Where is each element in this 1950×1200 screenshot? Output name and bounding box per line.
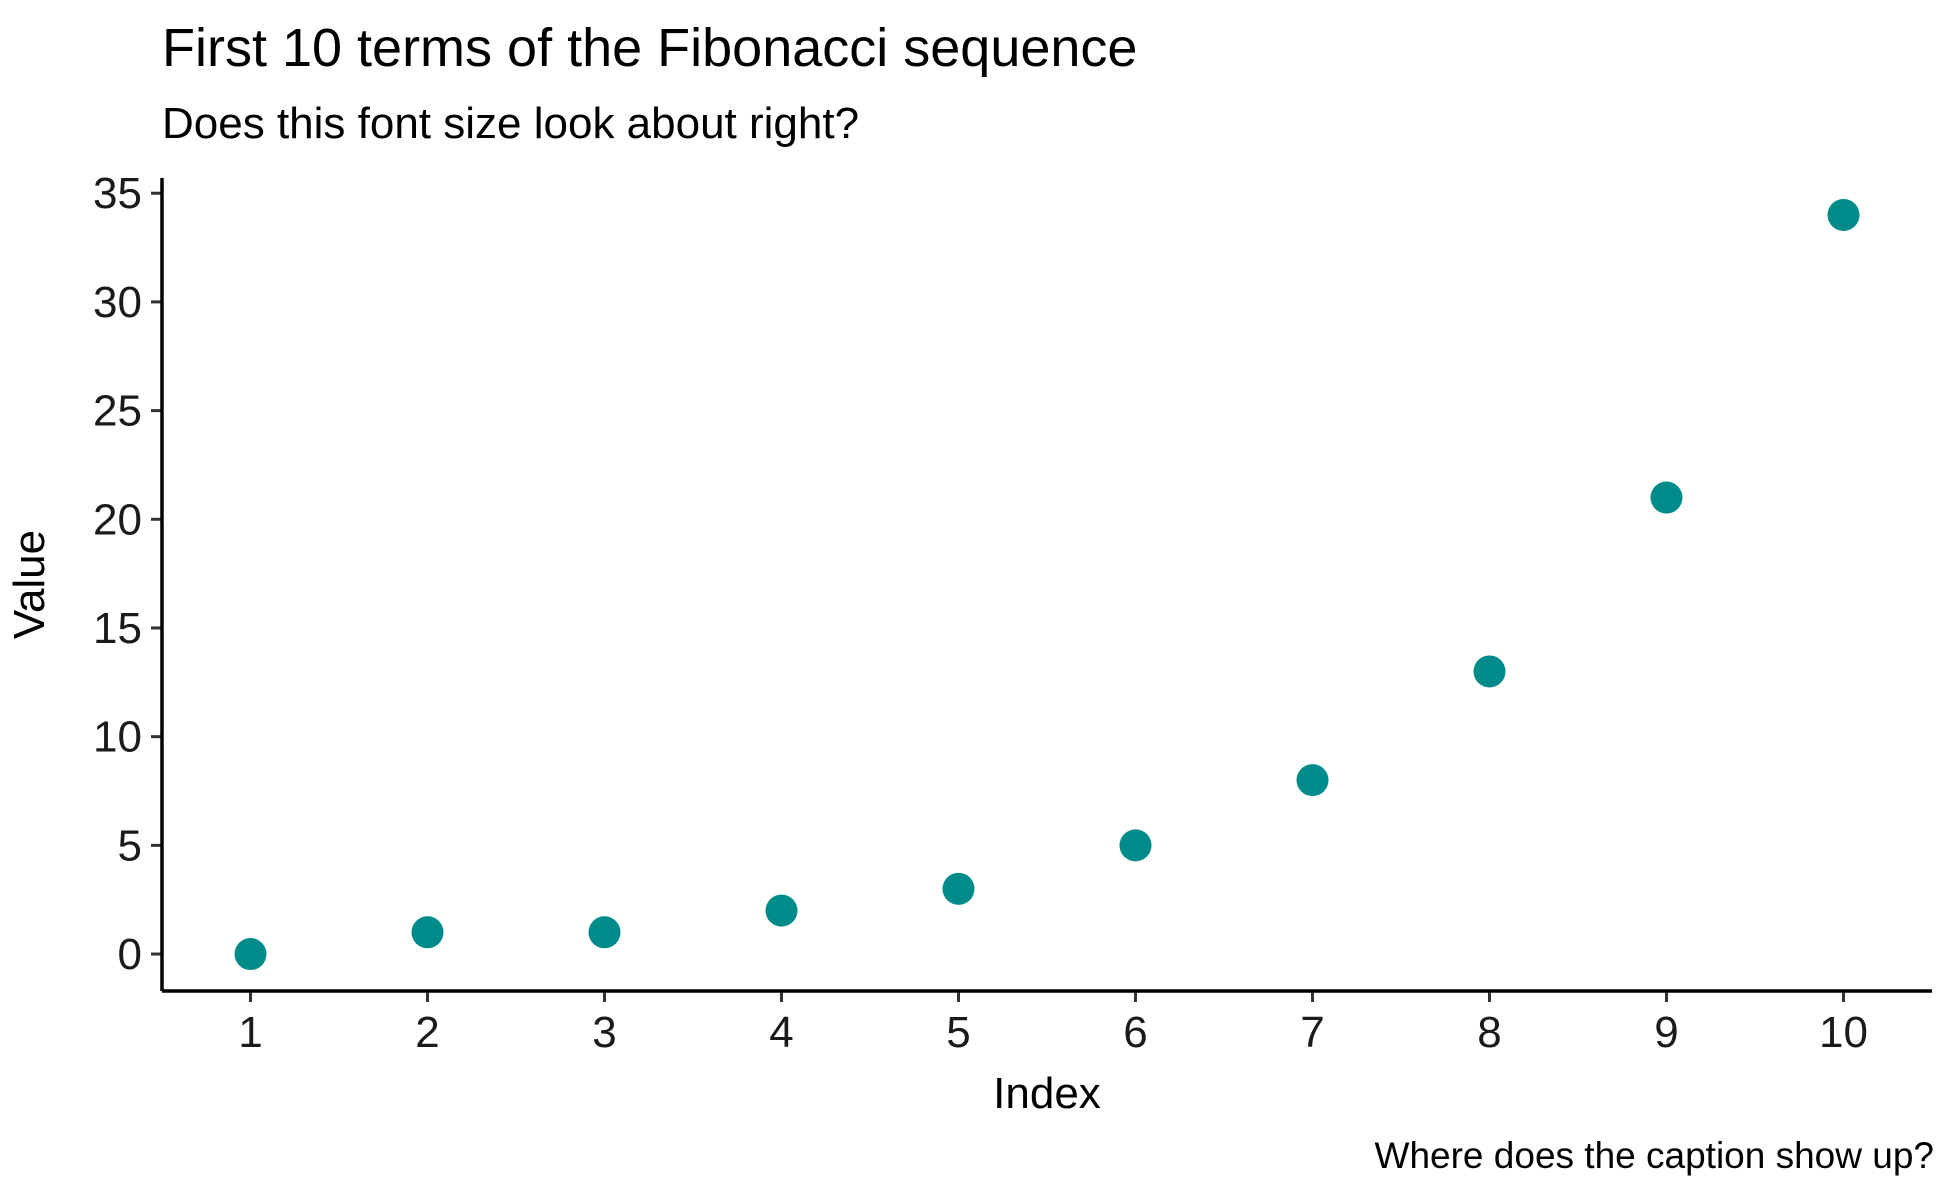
data-point [1473,655,1506,688]
chart-title: First 10 terms of the Fibonacci sequence [162,18,1138,78]
chart-subtitle: Does this font size look about right? [162,99,860,148]
y-axis-ticks: 0 5 10 15 20 25 30 35 [93,169,162,979]
data-point [411,916,444,949]
x-tick-label: 6 [1123,1008,1147,1057]
y-tick-label: 5 [118,821,142,870]
x-tick-label: 9 [1654,1008,1678,1057]
x-axis-title: Index [993,1069,1101,1118]
x-tick-label: 2 [415,1008,439,1057]
chart-caption: Where does the caption show up? [1374,1135,1934,1176]
x-tick-label: 7 [1300,1008,1324,1057]
data-point [1827,198,1860,231]
x-tick-label: 10 [1819,1008,1868,1057]
y-tick-label: 25 [93,387,142,436]
x-tick-label: 8 [1477,1008,1501,1057]
y-tick-label: 0 [118,930,142,979]
data-point [1119,829,1152,862]
data-point [1650,481,1683,514]
data-points [234,198,1860,971]
data-point [588,916,621,949]
y-tick-label: 15 [93,604,142,653]
x-tick-label: 4 [769,1008,793,1057]
data-point [1296,764,1329,797]
y-tick-label: 30 [93,278,142,327]
data-point [942,872,975,905]
data-point [765,894,798,927]
x-tick-label: 5 [946,1008,970,1057]
data-point [234,938,267,971]
y-axis-title: Value [5,530,54,639]
x-tick-label: 1 [238,1008,262,1057]
x-axis-ticks: 1 2 3 4 5 6 7 8 9 10 [238,991,1868,1057]
y-tick-label: 35 [93,169,142,218]
y-tick-label: 20 [93,495,142,544]
y-tick-label: 10 [93,713,142,762]
x-tick-label: 3 [592,1008,616,1057]
